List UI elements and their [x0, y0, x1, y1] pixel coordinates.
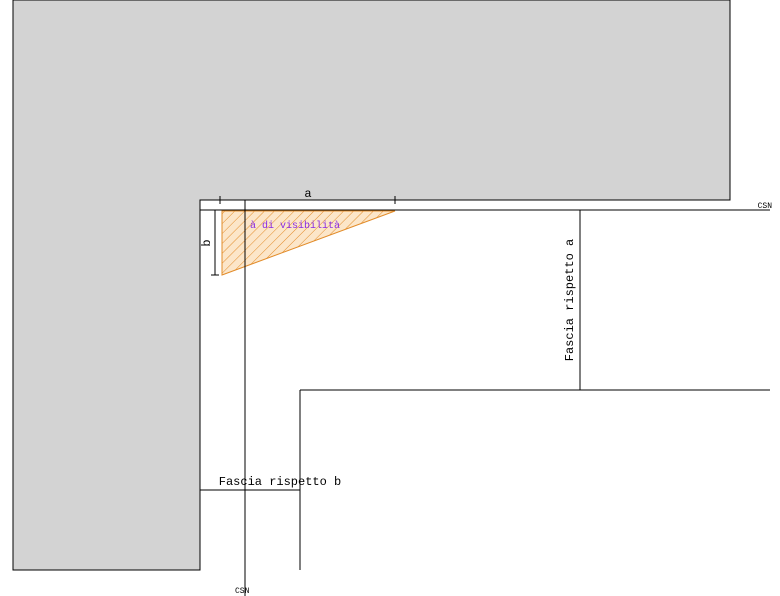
label-dim_a: a	[304, 187, 311, 201]
label-dim_b: b	[200, 239, 214, 246]
label-csn_bottom: CSN	[235, 587, 250, 596]
label-fascia_b: Fascia rispetto b	[219, 475, 341, 489]
label-fascia_a: Fascia rispetto a	[563, 239, 577, 361]
label-tri_label: à di visibilità	[250, 220, 340, 232]
label-csn_right: CSN	[758, 202, 773, 211]
